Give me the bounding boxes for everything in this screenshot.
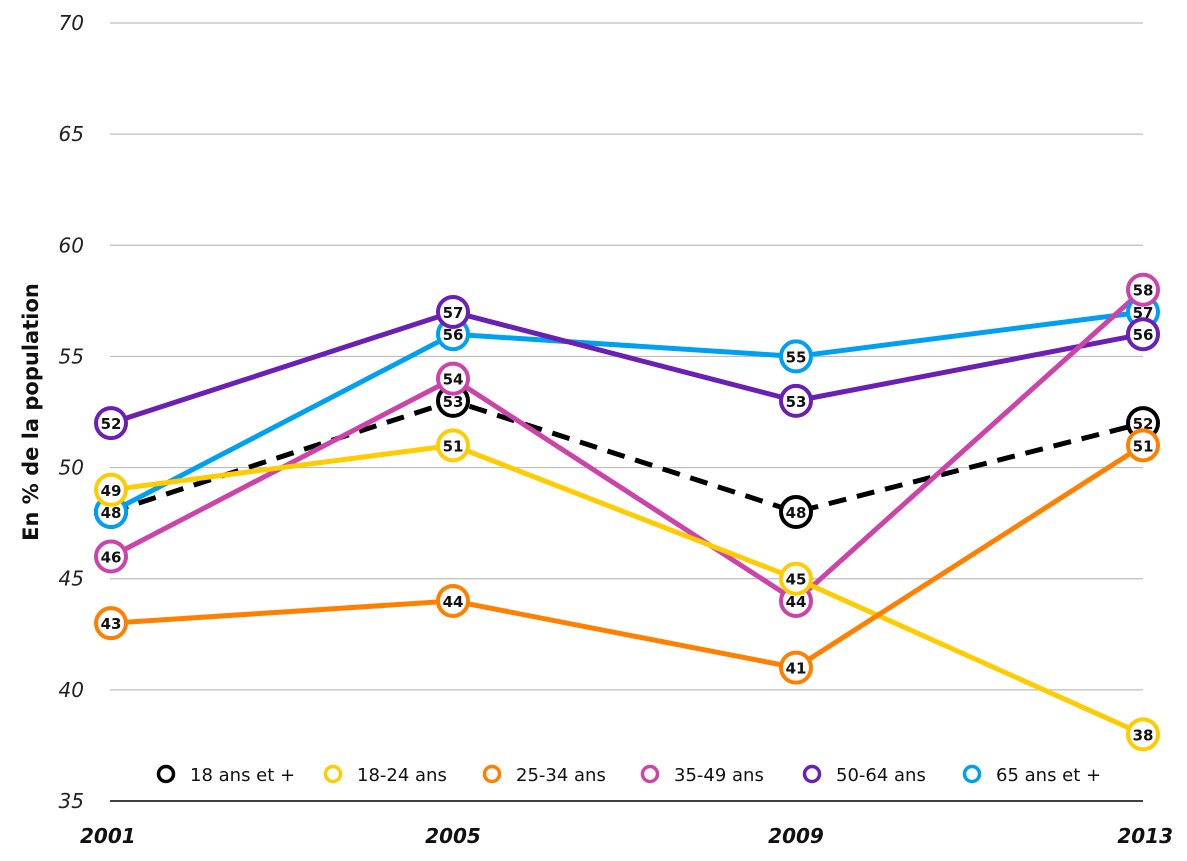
y-tick-label: 50 bbox=[59, 456, 84, 480]
legend-label: 50-64 ans bbox=[836, 765, 926, 786]
series-line-5 bbox=[109, 309, 1144, 515]
legend-marker bbox=[802, 764, 822, 784]
legend-marker bbox=[156, 764, 176, 784]
data-label: 46 bbox=[101, 548, 122, 566]
x-tick-label: 2009 bbox=[768, 824, 824, 848]
series-line-4 bbox=[110, 309, 1144, 426]
y-tick-label: 35 bbox=[59, 789, 84, 813]
data-label: 44 bbox=[786, 593, 807, 611]
legend-marker bbox=[640, 764, 660, 784]
data-label: 43 bbox=[101, 615, 122, 633]
x-tick-label: 2005 bbox=[425, 824, 481, 848]
series-lines bbox=[109, 287, 1145, 737]
data-point bbox=[1126, 717, 1160, 752]
data-point bbox=[779, 339, 813, 374]
data-label: 56 bbox=[443, 326, 464, 344]
data-label: 51 bbox=[1133, 437, 1154, 455]
data-point bbox=[436, 428, 470, 463]
data-point bbox=[94, 606, 128, 641]
y-tick-label: 70 bbox=[59, 11, 84, 35]
data-label: 48 bbox=[101, 504, 122, 522]
legend-label: 25-34 ans bbox=[516, 765, 606, 786]
data-point bbox=[436, 583, 470, 618]
legend-marker bbox=[482, 764, 502, 784]
legend-label: 35-49 ans bbox=[674, 765, 764, 786]
data-point bbox=[1126, 317, 1160, 352]
y-tick-label: 45 bbox=[59, 567, 84, 591]
series-line-3 bbox=[109, 287, 1145, 604]
data-label: 52 bbox=[1133, 415, 1154, 433]
data-label: 48 bbox=[786, 504, 807, 522]
x-tick-label: 2013 bbox=[1117, 824, 1173, 848]
data-label: 51 bbox=[443, 437, 464, 455]
data-point bbox=[436, 294, 470, 329]
legend-marker bbox=[962, 764, 982, 784]
legend: 18 ans et + 18-24 ans 25-34 ans 35-49 ans 50… bbox=[156, 764, 1101, 786]
legend-label: 18-24 ans bbox=[357, 765, 447, 786]
data-point bbox=[779, 383, 813, 418]
data-point bbox=[1126, 428, 1160, 463]
data-label: 55 bbox=[786, 348, 807, 366]
series-line-0 bbox=[110, 398, 1144, 515]
data-label: 53 bbox=[443, 393, 464, 411]
data-point bbox=[94, 406, 128, 441]
x-tick-label: 2001 bbox=[80, 824, 136, 848]
grid-lines bbox=[110, 22, 1143, 802]
series-line-1 bbox=[110, 442, 1145, 737]
data-label: 57 bbox=[1133, 304, 1154, 322]
data-point bbox=[779, 650, 813, 685]
data-label: 53 bbox=[786, 393, 807, 411]
data-label: 45 bbox=[786, 571, 807, 589]
y-tick-label: 65 bbox=[59, 122, 84, 146]
data-label: 57 bbox=[443, 304, 464, 322]
data-label: 49 bbox=[101, 482, 122, 500]
y-axis-label: En % de la population bbox=[19, 283, 43, 541]
y-axis-ticks: 35 40 45 50 55 60 65 70 bbox=[59, 11, 84, 813]
data-label: 41 bbox=[786, 660, 807, 678]
data-label: 44 bbox=[443, 593, 464, 611]
data-point bbox=[779, 561, 813, 596]
legend-label: 65 ans et + bbox=[996, 765, 1101, 786]
y-tick-label: 40 bbox=[59, 678, 84, 702]
series-points: 4853485248565557525753564654445849514538… bbox=[94, 272, 1160, 752]
legend-label: 18 ans et + bbox=[190, 765, 295, 786]
series-line-2 bbox=[110, 443, 1145, 671]
y-tick-label: 60 bbox=[59, 233, 84, 257]
data-point bbox=[94, 472, 128, 507]
data-point bbox=[94, 539, 128, 574]
legend-marker bbox=[323, 764, 343, 784]
data-point bbox=[436, 361, 470, 396]
x-axis-ticks: 2001 2005 2009 2013 bbox=[80, 824, 1173, 848]
data-label: 52 bbox=[101, 415, 122, 433]
data-point bbox=[779, 495, 813, 530]
y-tick-label: 55 bbox=[59, 344, 84, 368]
data-point bbox=[1126, 272, 1160, 307]
data-label: 54 bbox=[443, 371, 464, 389]
data-label: 56 bbox=[1133, 326, 1154, 344]
data-label: 58 bbox=[1133, 282, 1154, 300]
data-label: 38 bbox=[1133, 726, 1154, 744]
